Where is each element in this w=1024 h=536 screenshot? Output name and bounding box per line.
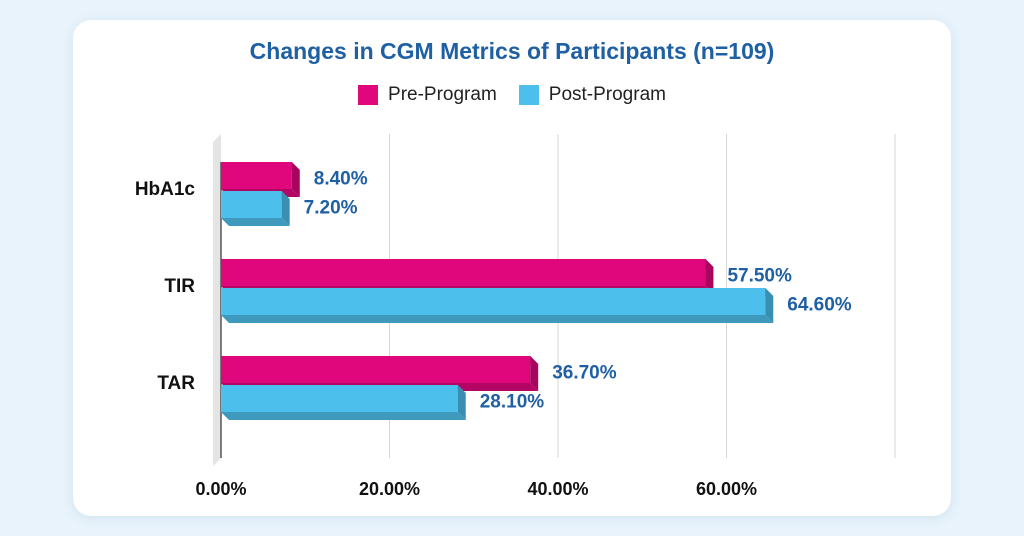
bar-side-face (765, 288, 774, 323)
data-label: 36.70% (552, 363, 617, 384)
bar-post-program-tar (221, 385, 458, 412)
data-label: 7.20% (304, 198, 358, 219)
bar-side-face (291, 162, 300, 197)
category-label: TIR (164, 276, 195, 297)
bar-chart-plot: 0.00% 20.00% 40.00% 60.00% HbA1c 8.40% 7.20% TI… (135, 134, 896, 499)
bar-side-face (457, 385, 466, 420)
legend: Pre-Program Post-Program (73, 84, 951, 106)
data-label: 57.50% (727, 266, 792, 287)
bar-side-face (530, 356, 539, 391)
legend-swatch-post-program (518, 85, 539, 105)
category-label: HbA1c (135, 179, 196, 200)
bar-side-face (281, 191, 290, 226)
legend-swatch-pre-program (358, 85, 379, 105)
bar-pre-program-tar (221, 356, 531, 383)
category-label: TAR (157, 373, 195, 394)
bar-post-program-hba1c (221, 191, 282, 218)
bar-side-face (705, 259, 714, 294)
data-label: 64.60% (787, 295, 852, 316)
bar-bottom-face (221, 315, 774, 323)
x-tick-label: 0.00% (195, 479, 246, 499)
legend-label-post-program: Post-Program (548, 84, 666, 105)
data-label: 8.40% (314, 169, 368, 190)
x-tick-label: 20.00% (359, 479, 420, 499)
x-tick-label: 40.00% (527, 479, 588, 499)
chart-title: Changes in CGM Metrics of Participants (… (249, 38, 775, 64)
bar-pre-program-tir (221, 259, 706, 286)
data-label: 28.10% (480, 392, 545, 413)
chart-card: Changes in CGM Metrics of Participants (… (73, 20, 951, 516)
legend-label-pre-program: Pre-Program (388, 84, 497, 105)
bar-pre-program-hba1c (221, 162, 292, 189)
legend-item-pre-program: Pre-Program (358, 84, 497, 106)
x-tick-label: 60.00% (696, 479, 757, 499)
bar-bottom-face (221, 412, 466, 420)
axis-wall (213, 134, 221, 466)
bar-post-program-tir (221, 288, 766, 315)
bar-bottom-face (221, 218, 290, 226)
legend-item-post-program: Post-Program (518, 84, 666, 106)
